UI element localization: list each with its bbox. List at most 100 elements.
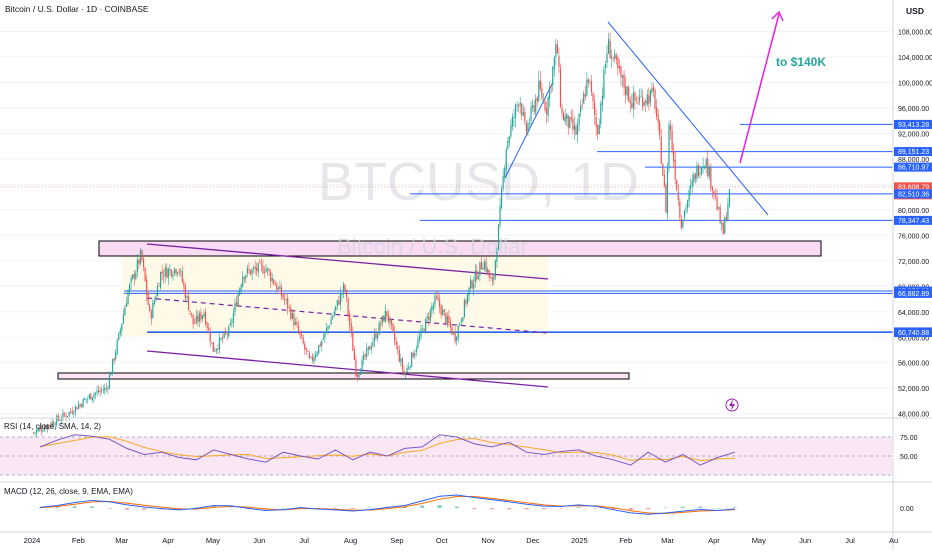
- candle-body: [443, 309, 445, 313]
- candle-body: [187, 296, 190, 311]
- macd-label[interactable]: MACD (12, 26, close, 9, EMA, EMA): [4, 487, 133, 496]
- candle-body: [170, 269, 173, 277]
- rsi-axis: 75.00 50.00: [900, 435, 918, 461]
- candle-body: [624, 85, 627, 95]
- candle-body: [539, 79, 541, 89]
- candle-body: [655, 107, 658, 117]
- macd-hist-bar: [663, 507, 668, 509]
- candle-body: [496, 251, 498, 263]
- candle-body: [291, 313, 293, 319]
- macd-hist-bar: [333, 508, 338, 509]
- candle-body: [139, 250, 142, 264]
- candle-body: [525, 122, 527, 132]
- candle-body: [671, 130, 673, 150]
- candle-body: [578, 113, 580, 125]
- symbol-header[interactable]: Bitcoin / U.S. Dollar · 1D · COINBASE: [5, 4, 149, 14]
- candle-body: [680, 218, 682, 229]
- candle-body: [173, 268, 176, 274]
- price-axis[interactable]: 108,000.00 104,000.00 100,000.00 96,000.00 9…: [898, 30, 932, 419]
- candle-body: [318, 345, 320, 354]
- macd-hist-bar: [594, 508, 598, 509]
- candle-body: [449, 321, 452, 328]
- candle-body: [186, 295, 188, 298]
- candle-body: [392, 323, 394, 331]
- candle-body: [178, 271, 180, 273]
- candle-body: [209, 331, 211, 343]
- candle-body: [96, 390, 98, 393]
- candle-body: [674, 159, 676, 180]
- candle-body: [232, 312, 235, 323]
- target-arrow[interactable]: [739, 13, 780, 164]
- candle-body: [562, 112, 565, 121]
- channel-upper-line[interactable]: [146, 243, 549, 280]
- candle-body: [549, 86, 551, 100]
- candle-body: [593, 102, 596, 116]
- candle-body: [542, 99, 545, 101]
- candle-body: [163, 275, 165, 277]
- watermark-name: Bitcoin / U.S. Dollar: [337, 234, 528, 259]
- candle-body: [118, 332, 120, 341]
- target-label[interactable]: to $140K: [776, 55, 826, 69]
- resistance-zone[interactable]: [98, 240, 822, 257]
- candle-body: [538, 80, 540, 102]
- candle-body: [477, 276, 479, 279]
- candle-body: [471, 280, 473, 289]
- candle-body: [716, 196, 718, 210]
- support-zone[interactable]: [57, 372, 630, 380]
- candle-body: [132, 274, 134, 279]
- candle-body: [722, 222, 724, 235]
- rsi-label[interactable]: RSI (14, close, SMA, 14, 2): [4, 422, 101, 431]
- downtrend-line[interactable]: [607, 21, 769, 216]
- alert-bolt-icon[interactable]: [725, 398, 739, 412]
- candle-body: [167, 269, 169, 278]
- macd-hist-bar: [472, 508, 477, 510]
- candle-body: [180, 270, 182, 272]
- candle-body: [628, 87, 630, 102]
- price-tick-label: 64,000.00: [898, 310, 929, 317]
- candlestick-series[interactable]: [32, 32, 731, 437]
- currency-label[interactable]: USD: [906, 6, 924, 16]
- candle-body: [39, 427, 41, 430]
- macd-signal-line[interactable]: [39, 495, 736, 514]
- macd-hist-bar: [715, 508, 720, 509]
- candle-body: [349, 314, 351, 325]
- candle-body: [570, 117, 572, 120]
- price-tick-label: 48,000.00: [898, 412, 929, 419]
- macd-hist-bar: [628, 508, 633, 511]
- time-axis[interactable]: 2024 Feb Mar Apr May Jun Jul Aug Sep Oct Nov Dec 202…: [24, 536, 899, 545]
- candle-body: [617, 57, 619, 68]
- candle-body: [612, 56, 614, 58]
- macd-line[interactable]: [39, 494, 736, 515]
- macd-hist-bar: [350, 508, 355, 509]
- rsi-line[interactable]: [39, 434, 736, 466]
- candle-body: [403, 370, 405, 374]
- candle-body: [401, 358, 403, 370]
- price-tick-label: 100,000.00: [898, 80, 932, 87]
- candle-body: [85, 399, 87, 401]
- candle-body: [445, 313, 447, 324]
- candle-body: [409, 366, 411, 368]
- candle-body: [361, 359, 363, 374]
- candle-body: [721, 222, 723, 225]
- candle-body: [604, 64, 607, 68]
- candle-body: [105, 387, 107, 389]
- candle-body: [432, 304, 434, 309]
- candle-body: [301, 335, 303, 337]
- channel-lower-line[interactable]: [146, 350, 549, 388]
- candle-body: [243, 277, 245, 279]
- candle-body: [460, 320, 462, 323]
- candle-body: [172, 274, 174, 277]
- candle-body: [584, 94, 586, 97]
- candle-body: [487, 269, 489, 273]
- candle-body: [519, 102, 521, 106]
- candle-body: [463, 300, 465, 317]
- candle-body: [192, 314, 194, 324]
- candle-body: [54, 424, 56, 426]
- candle-body: [573, 125, 576, 131]
- candle-body: [328, 325, 331, 327]
- channel-mid-line[interactable]: [146, 297, 549, 334]
- candle-body: [673, 150, 675, 162]
- candle-body: [634, 92, 636, 101]
